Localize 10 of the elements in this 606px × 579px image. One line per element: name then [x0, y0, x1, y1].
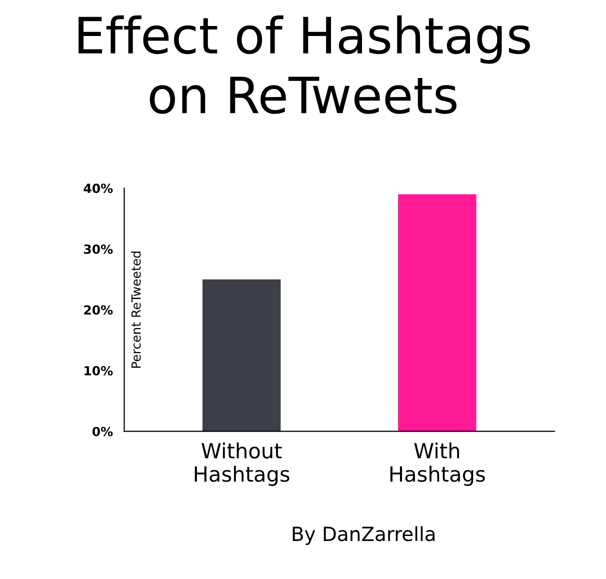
y-tick-label: 10%	[84, 366, 113, 376]
y-tick-label: 30%	[84, 244, 113, 254]
y-tick-label: 0%	[92, 426, 113, 436]
x-tick-label: Without Hashtags	[194, 442, 290, 486]
y-tick-label: 20%	[84, 305, 113, 315]
y-axis-title: Percent ReTweeted	[131, 252, 141, 368]
chart-title: Effect of Hashtags on ReTweets	[78, 15, 530, 114]
text: By DanZarrella	[292, 526, 435, 545]
y-tick-label: 40%	[84, 184, 113, 194]
x-tick-label: With Hashtags	[390, 442, 485, 486]
